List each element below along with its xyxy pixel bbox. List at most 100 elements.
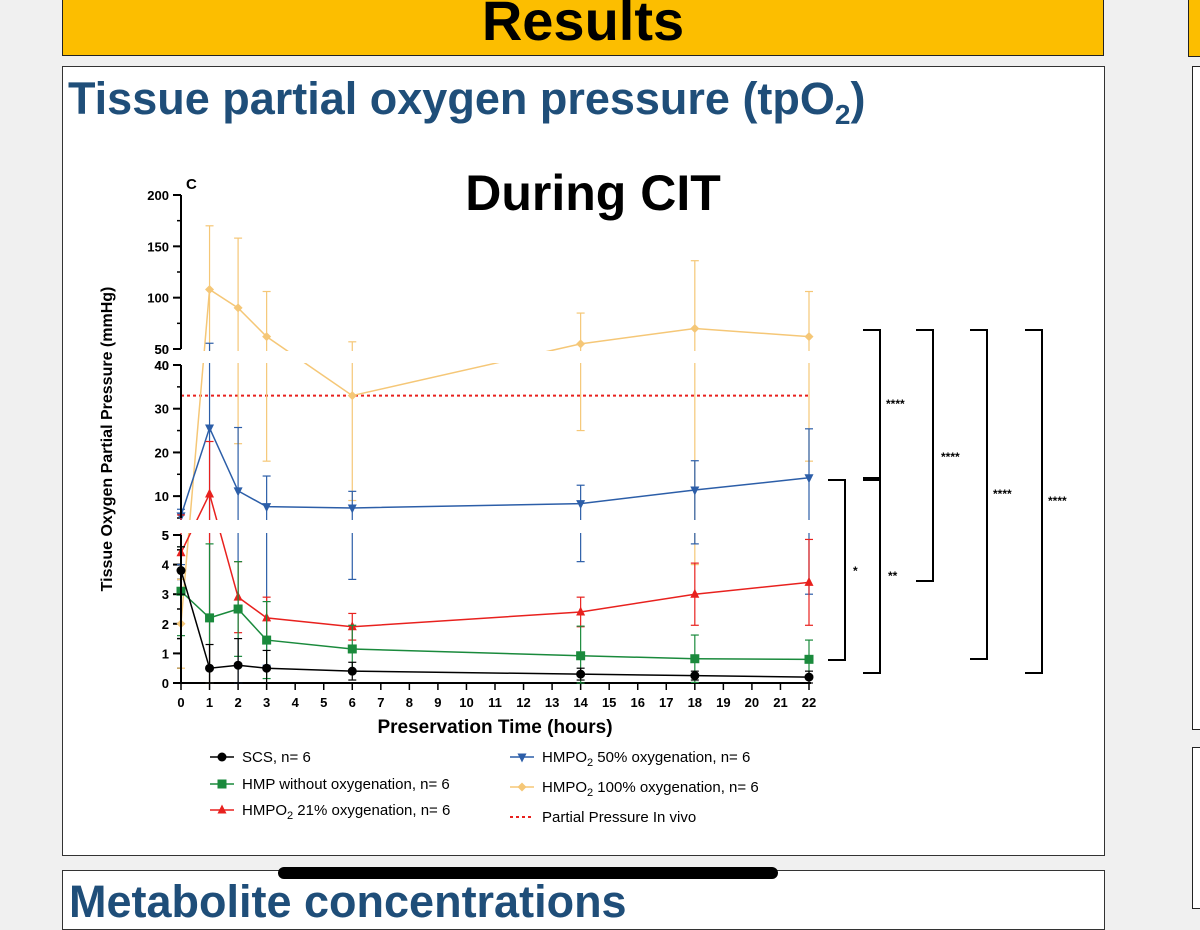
adjacent-slide-panel <box>1192 66 1200 730</box>
x-tick-label: 16 <box>630 695 644 710</box>
data-point <box>262 332 272 342</box>
data-point <box>804 654 814 664</box>
significance-label: ** <box>888 569 898 583</box>
y-tick-label: 50 <box>155 342 169 357</box>
data-point <box>205 488 215 498</box>
data-point <box>690 486 700 496</box>
x-tick-label: 2 <box>234 695 241 710</box>
significance-label: **** <box>941 450 960 464</box>
x-axis-label: Preservation Time (hours) <box>377 717 612 738</box>
panel-title-text: Tissue partial oxygen pressure (tpO <box>68 73 835 124</box>
x-tick-label: 15 <box>602 695 616 710</box>
significance-bracket <box>916 329 934 582</box>
significance-label: **** <box>993 487 1012 501</box>
panel-letter: C <box>186 176 197 193</box>
x-tick-label: 19 <box>716 695 730 710</box>
x-tick-label: 11 <box>488 695 502 710</box>
y-tick-label: 2 <box>162 617 169 632</box>
data-point <box>576 606 586 616</box>
data-point <box>804 474 814 484</box>
series-line <box>180 425 810 517</box>
metabolite-panel: Metabolite concentrations <box>62 870 1105 930</box>
data-point <box>576 339 586 349</box>
legend-label: SCS, n= 6 <box>242 749 311 766</box>
series-line <box>180 491 810 628</box>
data-point <box>262 503 272 513</box>
x-tick-label: 10 <box>459 695 473 710</box>
x-tick-label: 18 <box>688 695 702 710</box>
results-header-bar: Results <box>62 0 1104 56</box>
data-point <box>233 303 243 313</box>
y-tick-label: 1 <box>162 646 169 661</box>
data-point <box>233 660 243 670</box>
x-tick-label: 13 <box>545 695 559 710</box>
y-tick-label: 200 <box>147 188 169 203</box>
panel-title-subscript: 2 <box>834 99 851 130</box>
y-tick-label: 5 <box>162 528 169 543</box>
x-tick-label: 20 <box>745 695 759 710</box>
data-point <box>347 666 357 676</box>
data-point <box>262 635 272 645</box>
legend-label: HMPO2 50% oxygenation, n= 6 <box>542 749 750 769</box>
legend-marker <box>517 782 527 792</box>
series-line <box>180 590 810 661</box>
data-point <box>804 672 814 682</box>
y-tick-label: 150 <box>147 239 169 254</box>
legend-label: Partial Pressure In vivo <box>542 809 696 826</box>
adjacent-slide-header <box>1188 0 1200 57</box>
data-point <box>347 644 357 654</box>
significance-bracket <box>863 479 881 674</box>
y-tick-label: 5 <box>162 528 169 543</box>
data-point <box>690 671 700 681</box>
x-tick-label: 1 <box>206 695 213 710</box>
y-tick-label: 4 <box>162 558 170 573</box>
x-tick-label: 21 <box>773 695 787 710</box>
data-point <box>576 669 586 679</box>
legend-marker <box>217 779 227 789</box>
data-point <box>804 576 814 586</box>
data-point <box>233 604 243 614</box>
chart-title: During CIT <box>465 165 721 221</box>
data-point <box>347 391 357 401</box>
results-title: Results <box>481 0 685 52</box>
x-tick-label: 3 <box>263 695 270 710</box>
data-point <box>205 284 215 294</box>
data-point <box>690 654 700 664</box>
legend-label: HMP without oxygenation, n= 6 <box>242 776 450 793</box>
data-point <box>205 613 215 623</box>
series-line <box>180 288 810 624</box>
significance-bracket <box>970 329 988 660</box>
x-tick-label: 12 <box>516 695 530 710</box>
significance-label: * <box>853 564 858 578</box>
y-tick-label: 100 <box>147 291 169 306</box>
y-tick-label: 30 <box>155 402 169 417</box>
data-point <box>205 663 215 673</box>
data-point <box>804 332 814 342</box>
panel-title-end: ) <box>850 73 866 124</box>
data-point <box>262 663 272 673</box>
significance-label: **** <box>886 397 905 411</box>
y-tick-label: 10 <box>155 489 169 504</box>
x-tick-label: 4 <box>292 695 300 710</box>
metabolite-panel-title: Metabolite concentrations <box>69 876 627 927</box>
significance-label: **** <box>1048 494 1067 508</box>
x-tick-label: 8 <box>406 695 413 710</box>
data-point <box>347 504 357 514</box>
x-tick-label: 22 <box>802 695 816 710</box>
y-tick-label: 40 <box>155 358 169 373</box>
data-point <box>233 487 243 497</box>
x-tick-label: 6 <box>349 695 356 710</box>
data-point <box>690 588 700 598</box>
x-tick-label: 0 <box>177 695 184 710</box>
legend-marker <box>217 804 227 814</box>
x-tick-label: 9 <box>434 695 441 710</box>
panel-title: Tissue partial oxygen pressure (tpO2) <box>68 76 866 129</box>
y-axis-label: Tissue Oxygen Partial Pressure (mmHg) <box>99 287 116 592</box>
tpo2-panel <box>62 66 1105 856</box>
scroll-indicator[interactable] <box>278 867 778 879</box>
data-point <box>205 424 215 434</box>
series-line <box>180 570 810 678</box>
data-point <box>576 500 586 510</box>
y-tick-label: 3 <box>162 587 169 602</box>
